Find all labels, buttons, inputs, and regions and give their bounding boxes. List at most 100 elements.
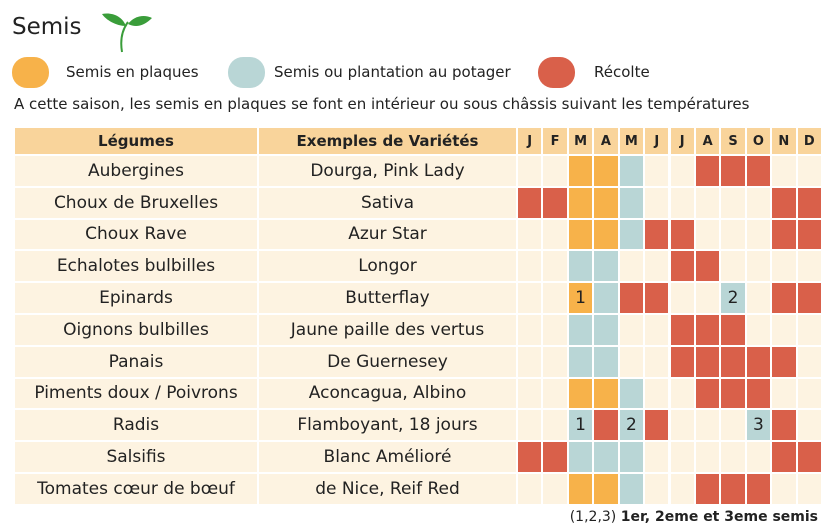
- month-cell: [618, 441, 645, 473]
- legume-cell: Choux de Bruxelles: [14, 186, 258, 219]
- month-cell: [745, 441, 772, 473]
- month-cell: [796, 345, 822, 378]
- month-cell: [542, 314, 568, 346]
- month-cell: [796, 314, 822, 346]
- month-cell: [644, 473, 670, 505]
- legume-cell: Piments doux / Poivrons: [14, 377, 258, 410]
- month-header: O: [745, 127, 772, 155]
- legend-swatch: [12, 57, 49, 88]
- legume-cell: Panais: [14, 345, 258, 378]
- month-cell: [720, 441, 746, 473]
- month-cell: [618, 218, 645, 251]
- month-cell: [669, 473, 695, 505]
- month-header: S: [720, 127, 746, 155]
- month-cell: [720, 155, 746, 187]
- month-cell: [771, 473, 797, 505]
- month-cell: [745, 186, 772, 219]
- month-cell: [618, 282, 645, 314]
- month-cell: [593, 473, 619, 505]
- month-cell: [720, 186, 746, 219]
- month-cell: [694, 218, 721, 251]
- legume-cell: Tomates cœur de bœuf: [14, 473, 258, 505]
- month-cell: [796, 377, 822, 410]
- month-cell: [567, 345, 594, 378]
- month-cell: [669, 155, 695, 187]
- month-cell: [618, 186, 645, 219]
- month-cell: [644, 377, 670, 410]
- month-cell: [694, 377, 721, 410]
- sprout-icon: [102, 13, 152, 53]
- legume-cell: Oignons bulbilles: [14, 314, 258, 346]
- header-cell: Légumes: [14, 127, 258, 155]
- month-cell: [567, 250, 594, 283]
- month-cell: [796, 473, 822, 505]
- legume-cell: Epinards: [14, 282, 258, 314]
- month-cell: [771, 218, 797, 251]
- month-cell: [694, 155, 721, 187]
- month-cell: [644, 345, 670, 378]
- month-cell: [517, 473, 543, 505]
- month-cell: [669, 409, 695, 442]
- month-header: J: [517, 127, 543, 155]
- month-cell: [745, 314, 772, 346]
- month-cell: [517, 155, 543, 187]
- variety-cell: Dourga, Pink Lady: [258, 155, 517, 187]
- month-cell: [644, 218, 670, 251]
- month-cell: [796, 441, 822, 473]
- month-cell: [771, 345, 797, 378]
- month-cell: [669, 441, 695, 473]
- month-cell: [517, 314, 543, 346]
- month-cell: [618, 250, 645, 283]
- month-cell: [542, 250, 568, 283]
- month-cell: [745, 250, 772, 283]
- variety-cell: Flamboyant, 18 jours: [258, 409, 517, 442]
- month-cell: [593, 345, 619, 378]
- month-cell: [669, 218, 695, 251]
- month-cell: [644, 409, 670, 442]
- month-cell: [796, 186, 822, 219]
- variety-cell: Butterflay: [258, 282, 517, 314]
- month-header: J: [669, 127, 695, 155]
- month-cell: [517, 186, 543, 219]
- month-header: A: [694, 127, 721, 155]
- legend-swatch: [228, 57, 265, 88]
- month-cell: [745, 345, 772, 378]
- footnote-text: 1er, 2eme et 3eme semis: [620, 509, 818, 525]
- footnote-key: (1,2,3): [569, 509, 617, 525]
- month-cell: [542, 441, 568, 473]
- header-cell: Exemples de Variétés: [258, 127, 517, 155]
- month-cell: 2: [618, 409, 645, 442]
- variety-cell: De Guernesey: [258, 345, 517, 378]
- month-cell: [745, 377, 772, 410]
- month-cell: [644, 314, 670, 346]
- month-cell: [669, 186, 695, 219]
- month-cell: [593, 250, 619, 283]
- month-cell: [567, 218, 594, 251]
- month-cell: [771, 409, 797, 442]
- month-cell: [694, 409, 721, 442]
- month-cell: [593, 409, 619, 442]
- month-cell: [720, 473, 746, 505]
- month-cell: [745, 218, 772, 251]
- month-cell: [720, 409, 746, 442]
- subtitle: A cette saison, les semis en plaques se …: [14, 95, 750, 113]
- month-cell: 1: [567, 409, 594, 442]
- month-cell: [771, 250, 797, 283]
- month-cell: [720, 218, 746, 251]
- month-cell: [593, 441, 619, 473]
- month-cell: [618, 473, 645, 505]
- month-cell: [644, 186, 670, 219]
- month-cell: [771, 441, 797, 473]
- month-cell: [593, 377, 619, 410]
- variety-cell: de Nice, Reif Red: [258, 473, 517, 505]
- month-cell: [517, 250, 543, 283]
- month-header: A: [593, 127, 619, 155]
- month-cell: [694, 186, 721, 219]
- legend-swatch: [538, 57, 575, 88]
- footnote: (1,2,3) 1er, 2eme et 3eme semis: [570, 509, 818, 525]
- month-cell: [669, 282, 695, 314]
- month-cell: [720, 345, 746, 378]
- month-cell: [796, 409, 822, 442]
- month-header: F: [542, 127, 568, 155]
